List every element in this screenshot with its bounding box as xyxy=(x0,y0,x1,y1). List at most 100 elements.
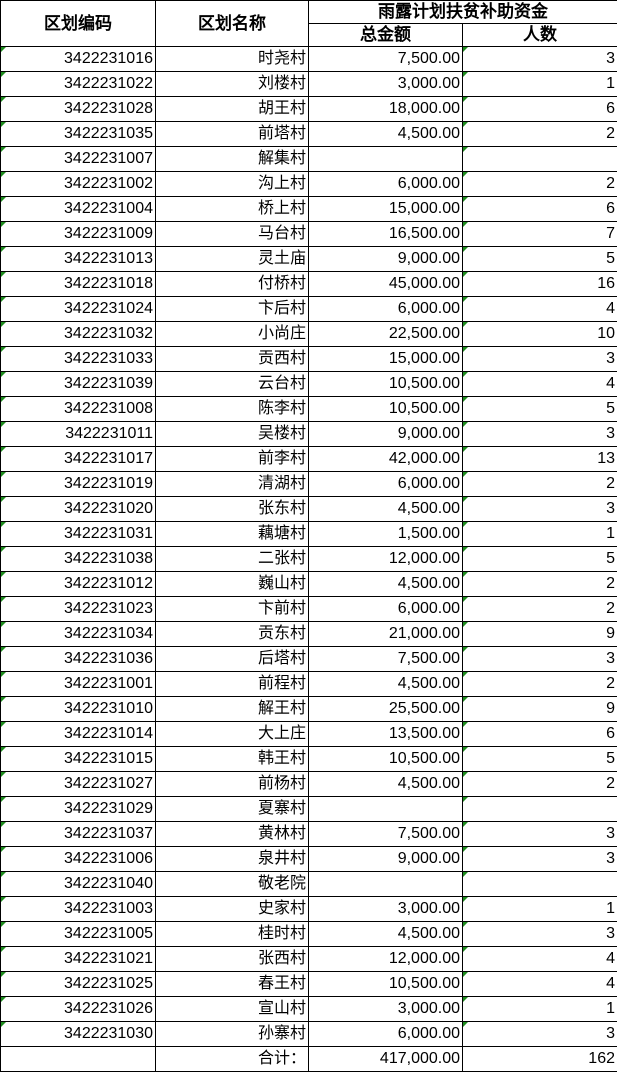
cell-count[interactable]: 3 xyxy=(462,496,617,522)
cell-count[interactable]: 10 xyxy=(462,321,617,347)
cell-amount[interactable]: 3,000.00 xyxy=(308,896,463,922)
cell-amount[interactable]: 6,000.00 xyxy=(308,596,463,622)
cell-code[interactable]: 3422231013 xyxy=(0,246,156,272)
cell-count[interactable]: 6 xyxy=(462,196,617,222)
cell-count[interactable]: 1 xyxy=(462,996,617,1022)
cell-code[interactable]: 3422231005 xyxy=(0,921,156,947)
cell-name[interactable]: 后塔村 xyxy=(155,646,309,672)
cell-count[interactable]: 2 xyxy=(462,671,617,697)
cell-count[interactable]: 3 xyxy=(462,921,617,947)
cell-amount[interactable]: 13,500.00 xyxy=(308,721,463,747)
cell-name[interactable]: 陈李村 xyxy=(155,396,309,422)
cell-amount[interactable]: 9,000.00 xyxy=(308,246,463,272)
cell-name[interactable]: 张西村 xyxy=(155,946,309,972)
cell-amount[interactable]: 7,500.00 xyxy=(308,646,463,672)
cell-amount[interactable]: 12,000.00 xyxy=(308,946,463,972)
cell-amount[interactable] xyxy=(308,146,463,172)
cell-name[interactable]: 前李村 xyxy=(155,446,309,472)
cell-count[interactable]: 3 xyxy=(462,846,617,872)
cell-count[interactable] xyxy=(462,796,617,822)
cell-amount[interactable] xyxy=(308,871,463,897)
cell-count[interactable]: 2 xyxy=(462,571,617,597)
cell-name[interactable]: 藕塘村 xyxy=(155,521,309,547)
cell-amount[interactable]: 6,000.00 xyxy=(308,1021,463,1047)
cell-name[interactable]: 贡东村 xyxy=(155,621,309,647)
cell-code[interactable]: 3422231017 xyxy=(0,446,156,472)
cell-code[interactable]: 3422231021 xyxy=(0,946,156,972)
cell-count[interactable]: 5 xyxy=(462,396,617,422)
cell-amount[interactable]: 3,000.00 xyxy=(308,996,463,1022)
cell-amount[interactable]: 15,000.00 xyxy=(308,346,463,372)
cell-name[interactable]: 桂时村 xyxy=(155,921,309,947)
cell-code[interactable]: 3422231026 xyxy=(0,996,156,1022)
cell-name[interactable]: 二张村 xyxy=(155,546,309,572)
cell-code[interactable]: 3422231015 xyxy=(0,746,156,772)
cell-amount[interactable]: 4,500.00 xyxy=(308,771,463,797)
cell-count[interactable]: 3 xyxy=(462,346,617,372)
cell-name[interactable]: 前程村 xyxy=(155,671,309,697)
cell-name[interactable]: 刘楼村 xyxy=(155,71,309,97)
header-amount[interactable]: 总金额 xyxy=(308,23,463,47)
cell-code[interactable]: 3422231016 xyxy=(0,46,156,72)
cell-code[interactable]: 3422231022 xyxy=(0,71,156,97)
cell-code[interactable]: 3422231004 xyxy=(0,196,156,222)
cell-amount[interactable]: 7,500.00 xyxy=(308,46,463,72)
cell-code[interactable]: 3422231018 xyxy=(0,271,156,297)
cell-name[interactable]: 泉井村 xyxy=(155,846,309,872)
cell-name[interactable]: 时尧村 xyxy=(155,46,309,72)
cell-code[interactable]: 3422231020 xyxy=(0,496,156,522)
cell-code[interactable]: 3422231006 xyxy=(0,846,156,872)
cell-name[interactable]: 敬老院 xyxy=(155,871,309,897)
cell-count[interactable]: 6 xyxy=(462,721,617,747)
cell-code[interactable]: 3422231001 xyxy=(0,671,156,697)
cell-code[interactable]: 3422231002 xyxy=(0,171,156,197)
cell-count[interactable]: 2 xyxy=(462,121,617,147)
cell-count[interactable]: 3 xyxy=(462,421,617,447)
cell-code[interactable]: 3422231023 xyxy=(0,596,156,622)
cell-amount[interactable]: 6,000.00 xyxy=(308,171,463,197)
cell-count[interactable]: 9 xyxy=(462,696,617,722)
cell-code[interactable]: 3422231008 xyxy=(0,396,156,422)
cell-count[interactable]: 3 xyxy=(462,821,617,847)
cell-name[interactable]: 灵土庙 xyxy=(155,246,309,272)
cell-count[interactable]: 13 xyxy=(462,446,617,472)
cell-code[interactable]: 3422231025 xyxy=(0,971,156,997)
cell-name[interactable]: 清湖村 xyxy=(155,471,309,497)
cell-name[interactable]: 张东村 xyxy=(155,496,309,522)
cell-count[interactable]: 4 xyxy=(462,946,617,972)
total-label[interactable]: 合计： xyxy=(155,1046,309,1072)
cell-count[interactable]: 4 xyxy=(462,371,617,397)
cell-amount[interactable]: 10,500.00 xyxy=(308,396,463,422)
cell-name[interactable]: 夏寨村 xyxy=(155,796,309,822)
cell-amount[interactable]: 6,000.00 xyxy=(308,296,463,322)
cell-code[interactable]: 3422231034 xyxy=(0,621,156,647)
cell-name[interactable]: 卞前村 xyxy=(155,596,309,622)
header-code[interactable]: 区划编码 xyxy=(0,0,156,47)
cell-name[interactable]: 贡西村 xyxy=(155,346,309,372)
cell-name[interactable]: 巍山村 xyxy=(155,571,309,597)
cell-code[interactable]: 3422231014 xyxy=(0,721,156,747)
cell-amount[interactable]: 10,500.00 xyxy=(308,746,463,772)
cell-name[interactable]: 胡王村 xyxy=(155,96,309,122)
total-count[interactable]: 162 xyxy=(462,1046,617,1072)
cell-count[interactable]: 5 xyxy=(462,746,617,772)
cell-amount[interactable]: 22,500.00 xyxy=(308,321,463,347)
cell-count[interactable]: 3 xyxy=(462,1021,617,1047)
cell-amount[interactable]: 4,500.00 xyxy=(308,671,463,697)
cell-name[interactable]: 云台村 xyxy=(155,371,309,397)
cell-amount[interactable]: 4,500.00 xyxy=(308,571,463,597)
cell-code[interactable]: 3422231035 xyxy=(0,121,156,147)
cell-name[interactable]: 小尚庄 xyxy=(155,321,309,347)
header-group[interactable]: 雨露计划扶贫补助资金 xyxy=(308,0,617,24)
cell-code[interactable]: 3422231019 xyxy=(0,471,156,497)
header-name[interactable]: 区划名称 xyxy=(155,0,309,47)
cell-name[interactable]: 春王村 xyxy=(155,971,309,997)
cell-amount[interactable]: 3,000.00 xyxy=(308,71,463,97)
cell-count[interactable]: 2 xyxy=(462,596,617,622)
cell-count[interactable]: 9 xyxy=(462,621,617,647)
cell-name[interactable]: 韩王村 xyxy=(155,746,309,772)
cell-name[interactable]: 吴楼村 xyxy=(155,421,309,447)
cell-code[interactable]: 3422231024 xyxy=(0,296,156,322)
cell-amount[interactable]: 4,500.00 xyxy=(308,921,463,947)
cell-amount[interactable]: 16,500.00 xyxy=(308,221,463,247)
